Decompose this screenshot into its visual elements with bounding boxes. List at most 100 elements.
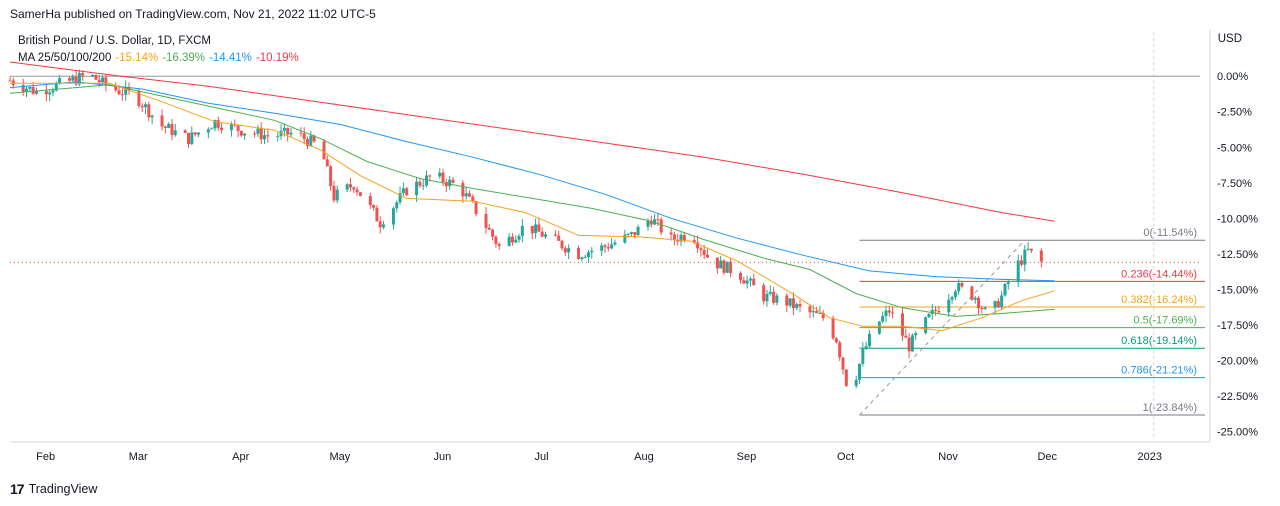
ma50-value: -16.39% [162, 52, 206, 64]
candle-body [444, 182, 448, 187]
candle-body [378, 221, 382, 228]
candle-body [996, 301, 1000, 308]
candle-body [877, 321, 881, 334]
ma-legend-row: MA 25/50/100/200 -15.14% -16.39% -14.41% -10… [18, 50, 303, 67]
candle-body [487, 227, 491, 230]
candle-body [785, 295, 789, 306]
x-tick-label: Apr [232, 451, 249, 463]
candle-body [510, 236, 514, 243]
candle-body [659, 219, 663, 233]
candle-body [286, 127, 290, 135]
candle-body [441, 172, 445, 183]
candle-body [722, 260, 726, 273]
candle-body [914, 333, 918, 336]
candle-body [540, 231, 544, 237]
candle-body [263, 135, 267, 140]
fib-trend-line [859, 239, 1026, 416]
candle-body [282, 127, 286, 131]
candle-body [586, 252, 590, 258]
instrument-title: British Pound / U.S. Dollar, 1D, FXCM [18, 35, 212, 47]
candle-body [613, 242, 617, 245]
candle-body [21, 85, 25, 92]
y-tick-label: -22.50% [1217, 391, 1258, 403]
candle-body [884, 310, 888, 317]
candle-body [94, 74, 98, 80]
candle-body [183, 130, 187, 133]
candle-body [114, 85, 118, 91]
publisher-line: SamerHa published on TradingView.com, No… [10, 7, 376, 21]
candle-body [626, 233, 630, 235]
candle-body [765, 293, 769, 302]
candle-body [484, 214, 488, 228]
candle-body [768, 291, 772, 294]
candle-body [163, 126, 167, 128]
candle-body [957, 283, 961, 292]
y-tick-label: -20.00% [1217, 355, 1258, 367]
candle-body [629, 232, 633, 234]
candle-body [583, 257, 587, 259]
candle-body [216, 120, 220, 128]
candle-body [140, 105, 144, 108]
candle-body [28, 86, 32, 89]
candle-body [930, 309, 934, 314]
candle-body [1029, 248, 1033, 251]
candle-body [924, 317, 928, 334]
candle-body [603, 245, 607, 248]
x-tick-label: Sep [737, 451, 757, 463]
candle-body [170, 124, 174, 136]
candle-body [74, 76, 78, 85]
candle-body [120, 94, 124, 96]
candle-body [672, 234, 676, 240]
candle-body [762, 285, 766, 302]
candle-body [821, 312, 825, 319]
x-tick-label: Jul [534, 451, 548, 463]
candle-body [742, 280, 746, 284]
candle-body [101, 77, 105, 83]
candle-body [947, 299, 951, 313]
candle-body [160, 115, 164, 127]
candle-body [646, 221, 650, 227]
candle-body [345, 184, 349, 190]
candle-body [1000, 295, 1004, 308]
candle-body [748, 278, 752, 281]
candle-body [382, 224, 386, 228]
x-tick-label: 2023 [1137, 451, 1161, 463]
candle-body [451, 179, 455, 183]
x-tick-label: Nov [938, 451, 958, 463]
candle-body [517, 236, 521, 240]
y-tick-label: -5.00% [1217, 142, 1252, 154]
candle-body [891, 312, 895, 314]
x-tick-label: Feb [36, 451, 55, 463]
candle-body [421, 185, 425, 187]
candle-body [907, 337, 911, 352]
candle-body [537, 224, 541, 232]
candle-body [950, 297, 954, 300]
candle-body [960, 283, 964, 287]
candle-body [206, 129, 210, 133]
candle-body [213, 120, 217, 129]
candle-body [31, 86, 35, 94]
candle-body [368, 195, 372, 206]
candle-body [1003, 283, 1007, 296]
candle-body [567, 248, 571, 253]
candle-body [1026, 248, 1030, 250]
candle-body [398, 193, 402, 203]
ma25-line [10, 82, 1055, 332]
ma200-value: -10.19% [255, 52, 299, 64]
candle-body [54, 83, 58, 91]
candle-body [725, 261, 729, 273]
candle-body [309, 135, 313, 146]
candle-body [236, 125, 240, 131]
fib-level-label: 0.382(-16.24%) [1121, 294, 1197, 306]
candle-body [229, 123, 233, 131]
candle-body [220, 127, 224, 131]
candle-body [841, 357, 845, 370]
candle-body [312, 135, 316, 142]
candle-body [418, 181, 422, 186]
candle-body [243, 133, 247, 136]
candle-body [910, 335, 914, 352]
candle-body [507, 236, 511, 246]
candle-body [352, 187, 356, 190]
currency-label: USD [1217, 33, 1242, 45]
